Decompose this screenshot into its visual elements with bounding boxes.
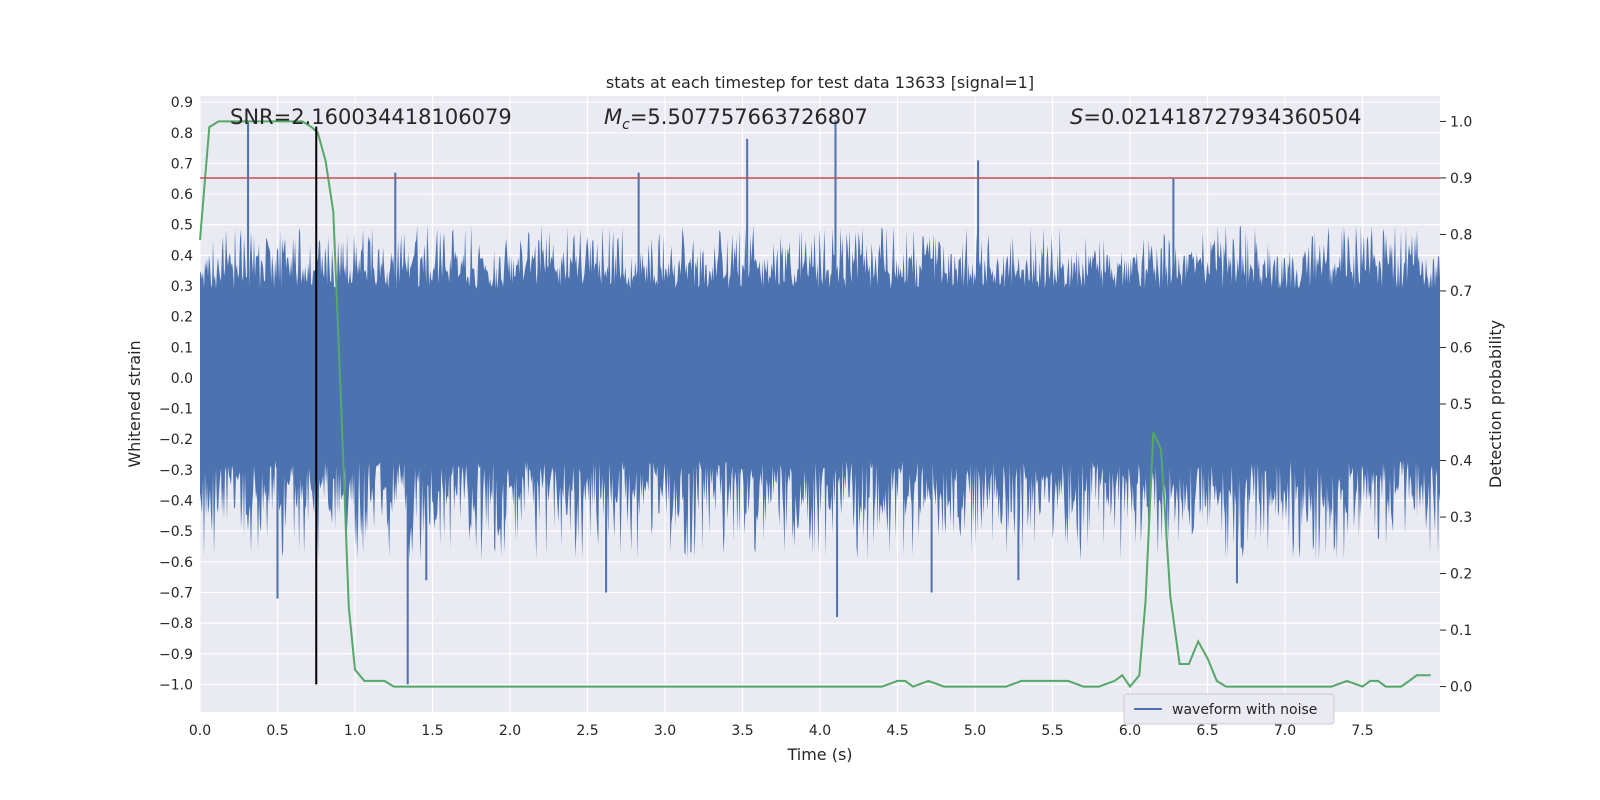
y2-tick-label: 0.3: [1450, 510, 1472, 526]
y-tick-label: 0.8: [171, 126, 193, 142]
y-tick-label: −0.3: [159, 463, 193, 479]
legend: waveform with noise: [1123, 693, 1335, 725]
waveform-spikes: [247, 120, 1238, 685]
y-tick-label: −0.8: [159, 616, 193, 632]
x-tick-label: 0.5: [266, 723, 288, 739]
y2-tick-label: 0.6: [1450, 340, 1472, 356]
y-tick-label: 0.5: [171, 218, 193, 234]
x-tick-label: 6.0: [1119, 723, 1141, 739]
y2-tick-label: 0.7: [1450, 284, 1472, 300]
y-tick-label: 0.2: [171, 310, 193, 326]
x-tick-label: 5.0: [964, 723, 986, 739]
x-tick-label: 4.5: [886, 723, 908, 739]
legend-label: waveform with noise: [1172, 702, 1317, 718]
y-tick-label: 0.3: [171, 279, 193, 295]
y-tick-label: 0.4: [171, 248, 193, 264]
y-tick-label: 0.7: [171, 156, 193, 172]
s-annotation: S=0.021418727934360504: [1070, 105, 1361, 129]
x-tick-label: 6.5: [1196, 723, 1218, 739]
legend-box: [1123, 693, 1335, 725]
y2-tick-label: 0.8: [1450, 227, 1472, 243]
x-tick-label: 7.0: [1274, 723, 1296, 739]
waveform-series: [200, 224, 1440, 562]
x-tick-label: 3.5: [731, 723, 753, 739]
y-axis-label: Whitened strain: [125, 340, 144, 467]
y-tick-label: −0.9: [159, 647, 193, 663]
x-tick-label: 1.5: [421, 723, 443, 739]
chirp-mass-annotation: Mc=5.507757663726807: [604, 105, 868, 133]
snr-annotation: SNR=2.160034418106079: [230, 105, 512, 129]
chart-title: stats at each timestep for test data 136…: [606, 73, 1034, 92]
y-tick-label: −0.5: [159, 524, 193, 540]
y2-tick-label: 0.2: [1450, 567, 1472, 583]
plot-area: [199, 120, 1440, 689]
x-tick-label: 2.0: [499, 723, 521, 739]
y-tick-label: 0.1: [171, 340, 193, 356]
y2-tick-label: 0.1: [1450, 623, 1472, 639]
s-value: =0.021418727934360504: [1083, 105, 1361, 129]
x-axis-label: Time (s): [786, 745, 852, 764]
y-tick-label: −1.0: [159, 677, 193, 693]
x-tick-label: 2.5: [576, 723, 598, 739]
y-axis-ticks: −1.0 −0.9 −0.8 −0.7 −0.6 −0.5 −0.4 −0.3 −0.2 −0.1…: [159, 95, 193, 693]
x-tick-label: 0.0: [189, 723, 211, 739]
x-tick-label: 7.5: [1351, 723, 1373, 739]
chirp-mass-symbol: M: [604, 105, 622, 129]
chirp-mass-value: =5.507757663726807: [630, 105, 868, 129]
y2-tick-label: 1.0: [1450, 114, 1472, 130]
y-tick-label: −0.7: [159, 585, 193, 601]
y-tick-label: 0.9: [171, 95, 193, 111]
y2-tick-label: 0.5: [1450, 397, 1472, 413]
x-tick-label: 5.5: [1041, 723, 1063, 739]
y2-tick-label: 0.4: [1450, 454, 1472, 470]
detection-probability-line: [199, 120, 1431, 689]
y-tick-label: −0.4: [159, 494, 193, 510]
y2-axis-ticks: 0.0 0.1 0.2 0.3 0.4 0.5 0.6 0.7 0.8 0.9 1.0: [1440, 114, 1472, 696]
x-tick-label: 1.0: [344, 723, 366, 739]
y-tick-label: −0.1: [159, 402, 193, 418]
y2-tick-label: 0.9: [1450, 171, 1472, 187]
s-symbol: S: [1070, 105, 1083, 129]
chirp-mass-subscript: c: [622, 117, 630, 133]
x-tick-label: 4.0: [809, 723, 831, 739]
x-axis-ticks: 0.0 0.5 1.0 1.5 2.0 2.5 3.0 3.5 4.0 4.5 5.0 5.5 6.0 6…: [189, 723, 1374, 739]
y-tick-label: 0.6: [171, 187, 193, 203]
y-tick-label: −0.2: [159, 432, 193, 448]
y2-tick-label: 0.0: [1450, 680, 1472, 696]
y2-axis-label: Detection probability: [1486, 320, 1505, 488]
y-tick-label: −0.6: [159, 555, 193, 571]
y-tick-label: 0.0: [171, 371, 193, 387]
x-tick-label: 3.0: [654, 723, 676, 739]
